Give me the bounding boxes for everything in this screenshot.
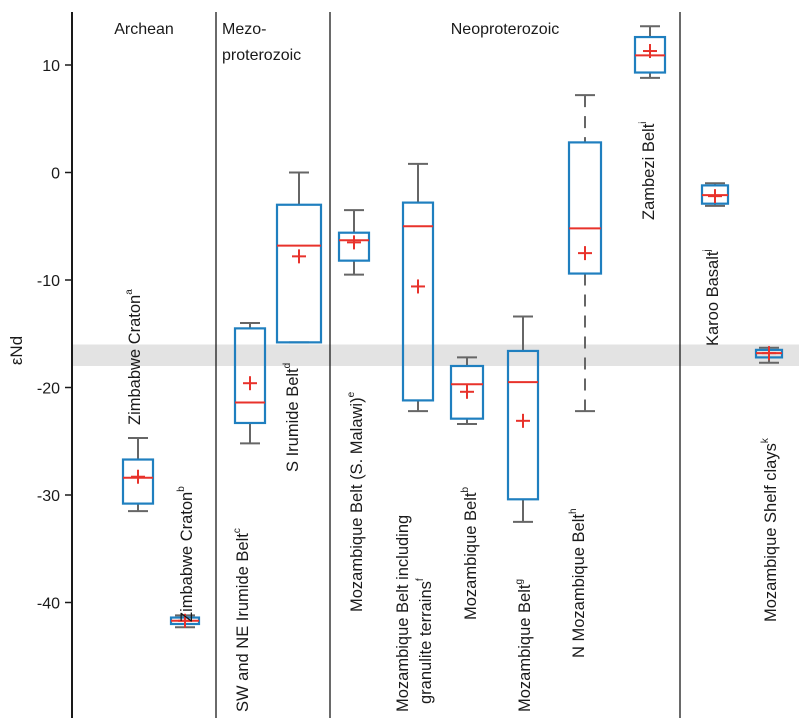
category-label-line2: granulite terrainsf xyxy=(415,578,435,704)
y-tick-label: -40 xyxy=(37,596,60,613)
box-4 xyxy=(275,171,323,344)
y-tick-label: 10 xyxy=(42,58,60,75)
category-label-superscript: d xyxy=(282,363,293,369)
y-tick-label: -30 xyxy=(37,488,60,505)
iqr-box xyxy=(275,203,323,344)
category-label: Mozambique Belt (S. Malawi)e xyxy=(346,391,366,612)
category-label-superscript: a xyxy=(124,289,135,295)
iqr-box xyxy=(233,327,267,425)
period-label: Neoproterozoic xyxy=(451,21,560,38)
category-label: N Mozambique Belth xyxy=(568,508,588,658)
y-axis-label: εNd xyxy=(7,336,26,365)
category-label: Zambezi Belti xyxy=(638,121,658,220)
box-6 xyxy=(401,162,435,413)
category-label-superscript: f xyxy=(415,578,426,581)
category-label-superscript: g xyxy=(514,579,525,585)
category-label: Zimbabwe Cratonb xyxy=(176,486,196,622)
category-label: Karoo Basaltj xyxy=(702,249,722,346)
category-label: S Irumide Beltd xyxy=(282,363,302,472)
period-label-line2: proterozoic xyxy=(222,47,301,64)
iqr-box xyxy=(449,364,485,420)
category-label-superscript: h xyxy=(568,508,579,514)
box-7 xyxy=(449,356,485,426)
category-label-superscript: e xyxy=(346,391,357,397)
iqr-box xyxy=(567,141,603,275)
category-label: Mozambique Beltb xyxy=(460,487,480,620)
category-label: Mozambique Beltg xyxy=(514,579,534,712)
box-3 xyxy=(233,322,267,445)
category-label: Mozambique Shelf claysk xyxy=(760,437,780,622)
box-5 xyxy=(337,209,371,276)
category-label: Mozambique Belt including xyxy=(394,515,412,712)
y-tick-label: -10 xyxy=(37,273,60,290)
category-label-superscript: c xyxy=(232,528,243,533)
box-2 xyxy=(169,613,201,629)
box-1 xyxy=(121,437,155,513)
category-label-superscript: b xyxy=(176,486,187,492)
box-10 xyxy=(633,25,667,79)
y-tick-label: -20 xyxy=(37,381,60,398)
box-9 xyxy=(567,94,603,413)
period-label: Archean xyxy=(114,21,174,38)
period-label: Mezo- xyxy=(222,21,266,38)
box-11 xyxy=(700,182,730,207)
category-label-superscript: j xyxy=(702,249,713,252)
iqr-box xyxy=(401,201,435,402)
y-tick-label: 0 xyxy=(51,166,60,183)
category-label: Zimbabwe Cratona xyxy=(124,289,144,425)
box-8 xyxy=(506,315,540,523)
iqr-box xyxy=(121,458,155,505)
box-12 xyxy=(754,346,784,364)
reference-band xyxy=(72,344,799,366)
iqr-box xyxy=(337,231,371,262)
category-label-superscript: b xyxy=(460,487,471,493)
category-label: SW and NE Irumide Beltc xyxy=(232,528,252,712)
category-label-superscript: i xyxy=(638,121,649,123)
category-label-superscript: k xyxy=(760,437,771,443)
iqr-box xyxy=(506,349,540,501)
